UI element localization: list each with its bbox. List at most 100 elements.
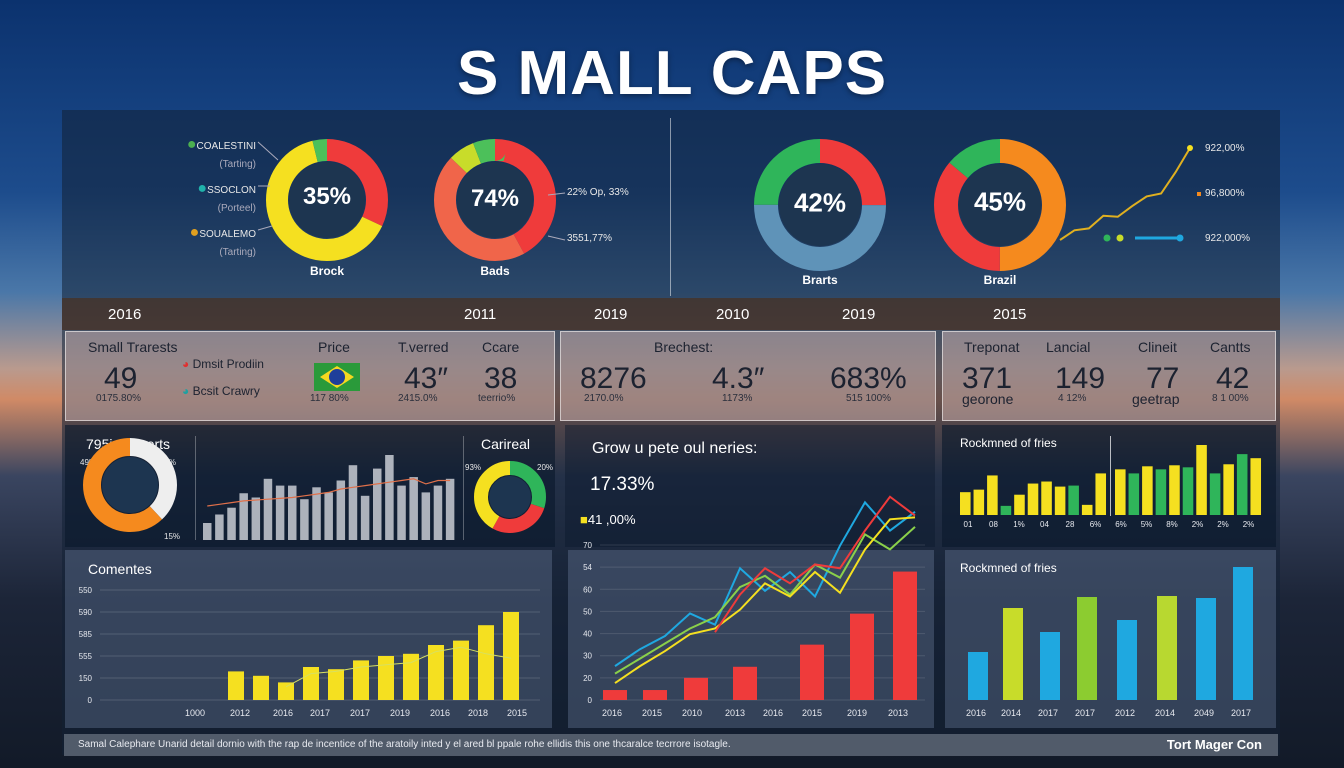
line-point bbox=[1176, 234, 1184, 242]
legend-name: SSOCLON bbox=[207, 185, 256, 196]
legend-name: SOUALEMO bbox=[199, 229, 256, 240]
line-series bbox=[614, 526, 916, 675]
x-tick-label: 2017 bbox=[1231, 708, 1251, 718]
x-tick-label: 1000 bbox=[185, 708, 205, 718]
x-tick-label: 6% bbox=[1115, 520, 1127, 529]
y-tick-label: 20 bbox=[583, 674, 592, 683]
bar bbox=[973, 489, 985, 515]
mid-panel-growth bbox=[565, 425, 935, 547]
donut-center-label: 74% bbox=[470, 185, 520, 212]
x-tick-label: 2013 bbox=[888, 708, 908, 718]
donut-annotation: 3551,77% bbox=[567, 233, 613, 244]
y-tick-label: 150 bbox=[79, 674, 93, 683]
bar bbox=[800, 644, 824, 700]
divider bbox=[670, 118, 671, 296]
donut-annotation: 20% bbox=[537, 463, 554, 472]
kpi-sub: teerrio% bbox=[478, 393, 516, 404]
bar bbox=[1117, 620, 1137, 700]
x-tick-label: 2012 bbox=[230, 708, 250, 718]
kpi-value: 38 bbox=[484, 362, 518, 395]
x-tick-label: 2016 bbox=[602, 708, 622, 718]
kpi-value: 4.3″ bbox=[712, 362, 765, 395]
bar bbox=[403, 653, 419, 700]
bar bbox=[643, 690, 667, 700]
donut-center-label: 45% bbox=[973, 186, 1027, 217]
x-tick-label: 2014 bbox=[1001, 708, 1021, 718]
pie-icon: ◕ bbox=[182, 357, 190, 371]
page-title: S MALL CAPS bbox=[456, 39, 888, 108]
x-tick-label: 2% bbox=[1217, 520, 1229, 529]
kpi-sub: 0175.80% bbox=[96, 393, 142, 404]
connector-line bbox=[257, 225, 273, 231]
divider bbox=[463, 436, 464, 540]
x-tick-label: 2017 bbox=[1075, 708, 1095, 718]
donut-slice bbox=[474, 461, 546, 533]
bar bbox=[378, 656, 394, 700]
bar bbox=[263, 478, 273, 540]
year-label: 2019 bbox=[842, 306, 876, 323]
donut-slice bbox=[434, 139, 556, 261]
bar bbox=[1196, 445, 1207, 515]
bar bbox=[1068, 485, 1079, 515]
kpi-value: 8276 bbox=[580, 362, 647, 395]
x-tick-label: 2016 bbox=[966, 708, 986, 718]
line-point bbox=[1187, 145, 1193, 151]
growth-value: 17.33% bbox=[590, 474, 655, 495]
divider bbox=[1110, 436, 1111, 516]
bar bbox=[1155, 469, 1167, 515]
x-tick-label: 2% bbox=[1243, 520, 1255, 529]
x-tick-label: 2017 bbox=[1038, 708, 1058, 718]
bar bbox=[1196, 598, 1216, 700]
x-tick-label: 2016 bbox=[763, 708, 783, 718]
bar bbox=[324, 492, 333, 540]
x-tick-label: 2014 bbox=[1155, 708, 1175, 718]
bar bbox=[328, 669, 344, 700]
bar bbox=[1236, 454, 1248, 515]
connector-line bbox=[547, 235, 566, 241]
kpi-sub: geetrap bbox=[1132, 391, 1180, 407]
bar bbox=[348, 465, 358, 540]
y-tick-label: 50 bbox=[583, 607, 592, 616]
legend-item: ●SOUALEMO (Tarting) bbox=[189, 224, 256, 258]
bar bbox=[312, 487, 321, 540]
donut-annotation: 49% bbox=[80, 458, 97, 467]
bar bbox=[1054, 486, 1066, 515]
bar bbox=[203, 523, 212, 540]
donut-hole bbox=[489, 476, 531, 518]
kpi-value: 149 bbox=[1055, 362, 1106, 395]
x-tick-label: 2049 bbox=[1194, 708, 1214, 718]
chart-title: Comentes bbox=[88, 561, 152, 577]
bar bbox=[968, 652, 988, 700]
donut-slice bbox=[434, 139, 556, 261]
kpi-title: Small Trarests bbox=[88, 339, 178, 355]
bar bbox=[275, 485, 285, 540]
growth-sub: ■41 ,00% bbox=[580, 512, 636, 527]
donut-center-label: 35% bbox=[302, 183, 352, 210]
line-series bbox=[1059, 147, 1191, 241]
kpi-value: 43″ bbox=[404, 362, 448, 395]
bar bbox=[603, 690, 627, 700]
bar bbox=[278, 682, 294, 700]
donut-label: Bads bbox=[480, 264, 510, 278]
bar bbox=[385, 455, 394, 540]
kpi-value: 77 bbox=[1146, 362, 1180, 395]
bar bbox=[1041, 481, 1052, 515]
y-tick-label: 550 bbox=[79, 586, 93, 595]
line-point bbox=[1116, 234, 1124, 242]
line-series bbox=[614, 516, 916, 684]
kpi-value: 49 bbox=[104, 362, 138, 395]
kpi-label: T.verred bbox=[398, 339, 449, 355]
kpi-label: Price bbox=[318, 339, 350, 355]
donut-hole bbox=[289, 162, 365, 238]
x-tick-label: 2018 bbox=[468, 708, 488, 718]
kpi-panel-regional bbox=[942, 331, 1276, 421]
y-tick-label: 590 bbox=[79, 608, 93, 617]
bar bbox=[503, 612, 519, 700]
x-tick-label: 5% bbox=[1141, 520, 1153, 529]
trend-line bbox=[285, 646, 512, 688]
kpi-value: 683% bbox=[830, 362, 907, 395]
bottom-panel-fries bbox=[945, 550, 1276, 728]
year-label: 2015 bbox=[993, 306, 1027, 323]
donut-slice bbox=[474, 461, 546, 533]
kpi-label: Cantts bbox=[1210, 339, 1251, 355]
